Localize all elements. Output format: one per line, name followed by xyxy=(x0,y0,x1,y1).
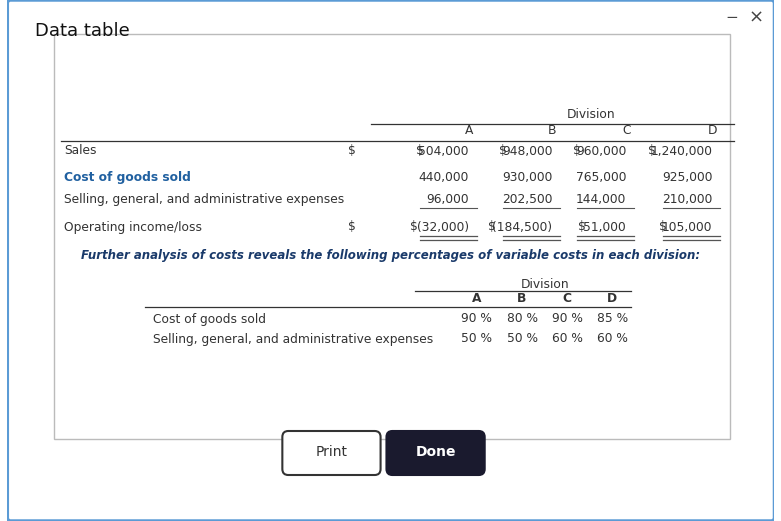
Text: $: $ xyxy=(488,220,496,233)
Text: 210,000: 210,000 xyxy=(662,192,712,205)
FancyBboxPatch shape xyxy=(387,431,485,475)
Text: Data table: Data table xyxy=(35,22,130,40)
Text: Selling, general, and administrative expenses: Selling, general, and administrative exp… xyxy=(64,192,344,205)
Text: $: $ xyxy=(659,220,667,233)
Text: 930,000: 930,000 xyxy=(502,171,552,184)
Text: 85 %: 85 % xyxy=(597,313,628,326)
Text: D: D xyxy=(708,125,717,138)
Text: 202,500: 202,500 xyxy=(502,192,552,205)
Text: 948,000: 948,000 xyxy=(502,144,552,157)
Text: 925,000: 925,000 xyxy=(662,171,712,184)
Text: $: $ xyxy=(410,220,418,233)
Text: (184,500): (184,500) xyxy=(492,220,552,233)
Text: 50 %: 50 % xyxy=(507,332,537,345)
Text: Division: Division xyxy=(566,108,615,121)
Text: $: $ xyxy=(348,144,356,157)
Text: A: A xyxy=(472,292,482,305)
Text: $: $ xyxy=(648,144,656,157)
Text: −: − xyxy=(726,10,739,26)
Text: A: A xyxy=(465,125,473,138)
Text: C: C xyxy=(622,125,630,138)
Text: 960,000: 960,000 xyxy=(576,144,626,157)
Text: C: C xyxy=(562,292,572,305)
Text: (32,000): (32,000) xyxy=(417,220,469,233)
FancyBboxPatch shape xyxy=(283,431,380,475)
Text: Cost of goods sold: Cost of goods sold xyxy=(153,313,266,326)
Text: 144,000: 144,000 xyxy=(576,192,626,205)
Text: $: $ xyxy=(348,220,356,233)
Text: Operating income/loss: Operating income/loss xyxy=(64,220,202,233)
Text: $: $ xyxy=(499,144,507,157)
Text: 90 %: 90 % xyxy=(462,313,492,326)
Text: 96,000: 96,000 xyxy=(426,192,469,205)
Text: $: $ xyxy=(572,144,580,157)
Text: 60 %: 60 % xyxy=(551,332,583,345)
Text: Sales: Sales xyxy=(64,144,97,157)
Text: D: D xyxy=(608,292,618,305)
Text: Further analysis of costs reveals the following percentages of variable costs in: Further analysis of costs reveals the fo… xyxy=(81,249,700,262)
Text: Done: Done xyxy=(415,445,456,459)
Text: 504,000: 504,000 xyxy=(419,144,469,157)
Text: $: $ xyxy=(578,220,586,233)
Text: 765,000: 765,000 xyxy=(576,171,626,184)
Text: 440,000: 440,000 xyxy=(419,171,469,184)
Text: B: B xyxy=(548,125,557,138)
Text: Selling, general, and administrative expenses: Selling, general, and administrative exp… xyxy=(153,332,433,345)
Text: B: B xyxy=(517,292,526,305)
Text: Division: Division xyxy=(520,279,569,292)
Text: 50 %: 50 % xyxy=(462,332,492,345)
Text: 60 %: 60 % xyxy=(597,332,628,345)
FancyBboxPatch shape xyxy=(7,0,775,521)
Text: ×: × xyxy=(748,9,763,27)
Text: Print: Print xyxy=(316,445,348,459)
Text: 90 %: 90 % xyxy=(551,313,583,326)
Text: 51,000: 51,000 xyxy=(583,220,626,233)
FancyBboxPatch shape xyxy=(55,34,730,439)
Text: 105,000: 105,000 xyxy=(662,220,712,233)
Text: 80 %: 80 % xyxy=(507,313,537,326)
Text: 1,240,000: 1,240,000 xyxy=(651,144,712,157)
Text: Cost of goods sold: Cost of goods sold xyxy=(64,171,191,184)
Text: $: $ xyxy=(415,144,423,157)
